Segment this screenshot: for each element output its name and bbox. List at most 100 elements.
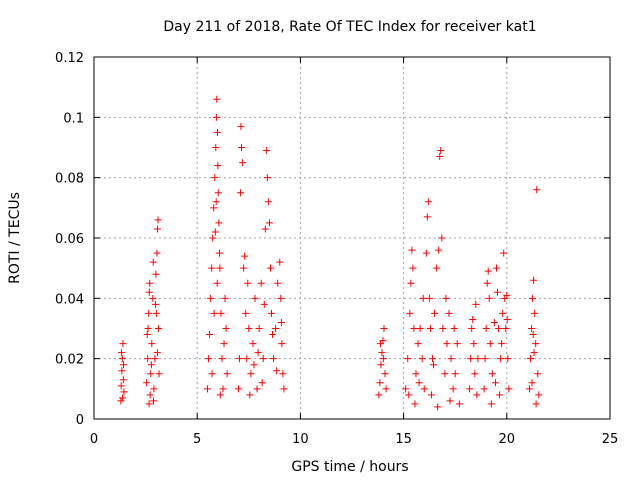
x-tick-label: 10 <box>292 432 309 447</box>
data-point <box>257 279 265 287</box>
data-point <box>377 361 385 369</box>
data-point <box>483 279 491 287</box>
data-point <box>270 355 278 363</box>
data-point <box>505 385 513 393</box>
data-point <box>118 355 126 363</box>
data-point <box>437 147 445 155</box>
data-point <box>502 325 510 332</box>
data-point <box>246 391 254 399</box>
data-point <box>427 391 435 399</box>
data-point <box>154 325 162 332</box>
data-point <box>145 400 153 408</box>
data-point <box>204 385 212 393</box>
data-point <box>378 349 386 357</box>
data-point <box>239 159 247 167</box>
data-point <box>261 225 269 233</box>
data-point <box>249 340 257 348</box>
data-point <box>488 370 496 378</box>
data-point <box>263 174 271 182</box>
data-point <box>241 252 249 260</box>
data-point <box>213 279 221 287</box>
data-point <box>220 340 228 348</box>
data-point <box>402 385 410 393</box>
data-point <box>480 385 488 393</box>
data-point <box>466 385 474 393</box>
data-point <box>219 385 227 393</box>
data-point <box>404 355 412 363</box>
data-point <box>425 294 433 302</box>
plot-frame <box>93 56 611 420</box>
data-point <box>258 379 266 387</box>
x-tick-labels: 0 5 10 15 20 25 <box>90 432 618 447</box>
data-point <box>243 355 251 363</box>
data-point <box>438 234 446 242</box>
data-point <box>265 219 273 227</box>
data-point <box>207 294 215 302</box>
data-point <box>424 198 432 206</box>
grid-lines <box>94 57 610 419</box>
data-point <box>118 394 126 402</box>
data-point <box>264 198 272 206</box>
data-point <box>532 400 540 408</box>
data-point <box>526 385 534 393</box>
data-point <box>487 400 495 408</box>
data-point <box>499 309 507 317</box>
data-point <box>277 318 285 326</box>
data-point <box>223 370 231 378</box>
data-point <box>497 355 505 363</box>
data-point <box>254 349 262 357</box>
data-point <box>527 355 535 363</box>
data-point <box>279 370 287 378</box>
data-point <box>146 279 154 287</box>
data-point <box>445 309 453 317</box>
y-tick-label: 0.06 <box>55 232 84 247</box>
data-point <box>379 355 387 363</box>
data-point <box>119 376 127 384</box>
data-point <box>213 128 221 136</box>
data-point <box>253 385 261 393</box>
data-point <box>472 300 480 308</box>
y-tick-label: 0.08 <box>55 172 84 187</box>
data-point <box>376 379 384 387</box>
chart-title: Day 211 of 2018, Rate Of TEC Index for r… <box>163 19 536 35</box>
data-point <box>234 385 242 393</box>
data-point <box>245 325 253 332</box>
data-point <box>240 264 248 272</box>
data-point <box>266 264 274 272</box>
data-point <box>221 294 229 302</box>
data-point <box>490 318 498 326</box>
y-axis-label: ROTI / TECUs <box>7 192 23 284</box>
data-point <box>453 340 461 348</box>
data-point <box>492 264 500 272</box>
data-point <box>212 198 220 206</box>
x-tick-label: 0 <box>90 432 98 447</box>
data-point <box>216 264 224 272</box>
data-point <box>280 385 288 393</box>
data-point <box>149 258 157 266</box>
data-point <box>485 294 493 302</box>
x-tick-label: 5 <box>193 432 201 447</box>
data-point <box>212 113 220 121</box>
data-point <box>433 264 441 272</box>
data-point <box>276 258 284 266</box>
data-point <box>450 325 458 332</box>
data-point <box>215 249 223 257</box>
data-point <box>244 279 252 287</box>
data-point <box>269 331 277 339</box>
data-point <box>208 370 216 378</box>
data-point <box>117 397 125 405</box>
data-point <box>144 355 152 363</box>
data-point <box>439 325 447 332</box>
data-point <box>143 331 151 339</box>
data-point <box>214 189 222 197</box>
y-tick-label: 0.02 <box>55 353 84 368</box>
data-point <box>274 279 282 287</box>
data-point <box>215 219 223 227</box>
data-point <box>406 309 414 317</box>
data-point <box>148 340 156 348</box>
data-point <box>251 294 259 302</box>
data-point <box>415 379 423 387</box>
data-point <box>412 370 420 378</box>
data-point <box>272 325 280 332</box>
